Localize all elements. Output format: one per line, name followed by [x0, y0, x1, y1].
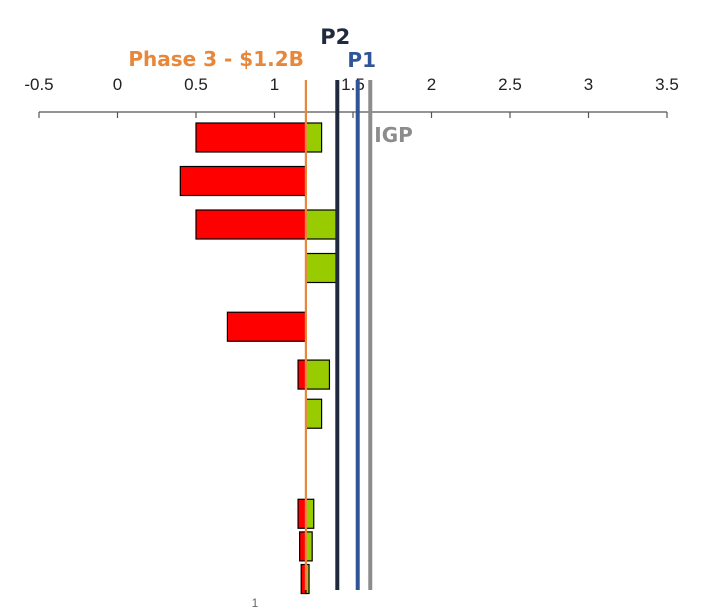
x-tick-label: 2 — [427, 75, 436, 94]
x-axis: -0.5 0 0.5 1 1.5 2 2.5 3 3.5 — [24, 75, 679, 118]
bar-low — [297, 498, 307, 529]
bar-high — [305, 252, 338, 284]
reference-line-label: P2 — [320, 25, 350, 49]
bar-low — [179, 165, 307, 197]
x-tick-label: 1 — [270, 75, 279, 94]
reference-line-label: P1 — [347, 48, 376, 72]
bar-low — [297, 359, 307, 390]
x-tick-label: 3.5 — [655, 75, 679, 94]
bar-low — [195, 209, 307, 240]
bar-high — [305, 498, 315, 529]
bar-high — [305, 398, 323, 429]
reference-line-label: Phase 3 - $1.2B — [128, 47, 304, 71]
x-tick-label: 0.5 — [184, 75, 208, 94]
bars-layer — [179, 122, 338, 595]
bar-low — [195, 122, 307, 153]
bar-high — [305, 122, 323, 153]
x-tick-label: 0 — [113, 75, 122, 94]
page-number: 1 — [252, 596, 259, 610]
bar-high — [305, 359, 331, 390]
reference-line-label: IGP — [374, 123, 413, 147]
bar-low — [226, 311, 307, 342]
bar-high — [305, 209, 338, 240]
x-tick-label: 2.5 — [498, 75, 522, 94]
x-tick-label: 1.5 — [341, 75, 365, 94]
x-tick-label: 3 — [584, 75, 593, 94]
x-tick-label: -0.5 — [24, 75, 53, 94]
